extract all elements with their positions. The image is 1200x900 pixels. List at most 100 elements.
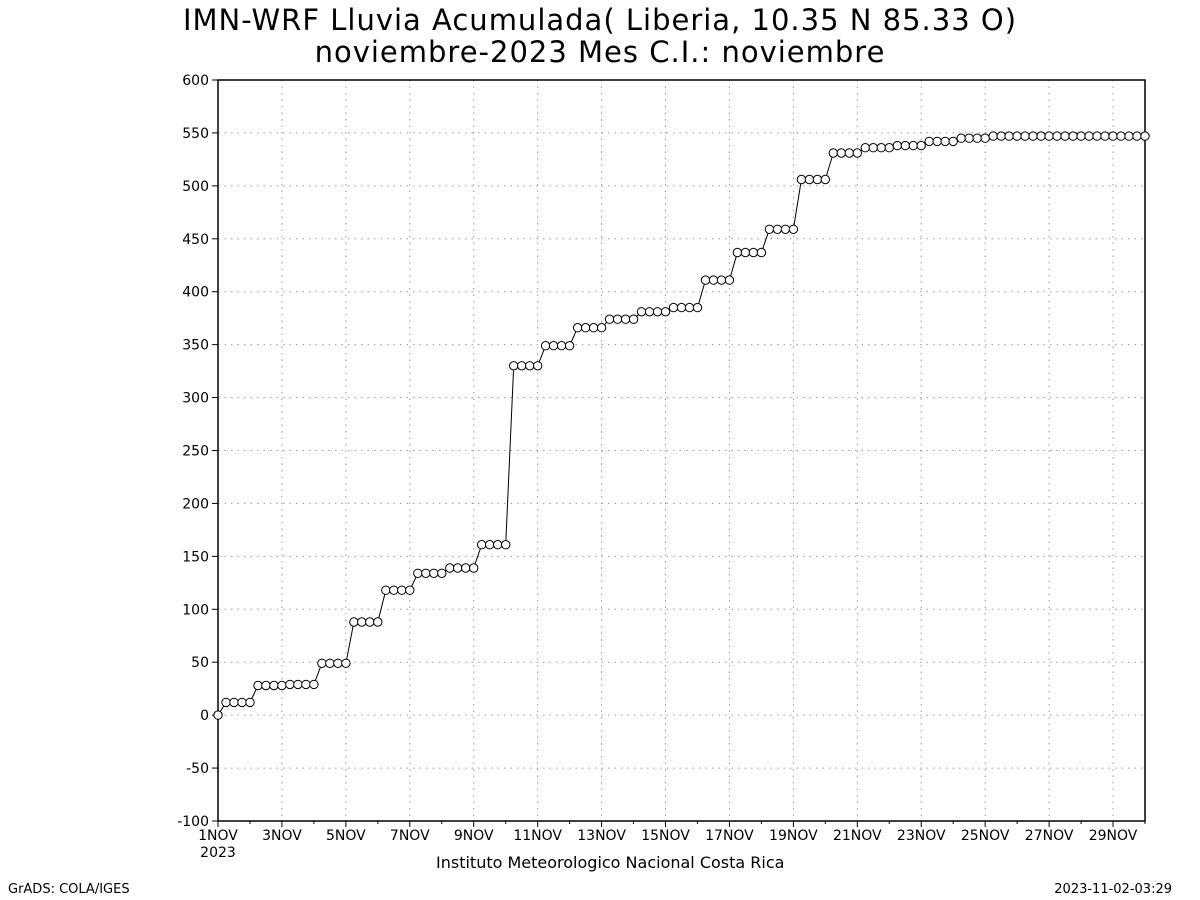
data-point xyxy=(357,617,367,627)
data-point xyxy=(684,302,695,313)
data-point xyxy=(852,148,862,158)
data-point xyxy=(333,658,343,668)
y-tick-label: 150 xyxy=(182,549,209,565)
data-point xyxy=(796,174,807,185)
x-tick-label: 7NOV xyxy=(390,828,430,844)
data-point xyxy=(1132,131,1142,141)
x-tick-label: 19NOV xyxy=(769,828,818,844)
y-tick-label: -50 xyxy=(186,761,209,777)
data-point xyxy=(652,307,663,317)
data-point xyxy=(293,679,303,690)
plot-frame xyxy=(217,79,1146,822)
data-point xyxy=(988,131,998,141)
data-point xyxy=(1100,131,1110,141)
axis-layer: -100 -50 0 50 100 150 200 250 300 350 400 450 500 550… xyxy=(177,73,1146,861)
data-point xyxy=(644,307,655,317)
data-point xyxy=(612,314,623,324)
data-point xyxy=(1124,131,1134,141)
data-point xyxy=(660,307,671,317)
data-point xyxy=(628,314,639,324)
data-point xyxy=(564,341,575,351)
x-tick-label: 29NOV xyxy=(1089,828,1138,844)
data-point xyxy=(932,136,942,147)
data-point xyxy=(381,585,391,595)
data-point xyxy=(996,131,1006,141)
data-point xyxy=(820,174,830,185)
data-point xyxy=(1140,131,1150,141)
data-point xyxy=(1020,131,1030,141)
data-point xyxy=(373,617,383,627)
data-point xyxy=(588,323,599,333)
data-point xyxy=(956,133,966,143)
data-point xyxy=(469,563,479,573)
data-point xyxy=(700,275,711,285)
x-tick-label: 13NOV xyxy=(577,828,626,844)
y-tick-label: 600 xyxy=(182,73,209,89)
data-point xyxy=(1076,131,1086,141)
data-point xyxy=(213,710,223,720)
chart-subtitle: noviembre-2023 Mes C.I.: noviembre xyxy=(314,35,886,69)
chart-title: IMN-WRF Lluvia Acumulada( Liberia, 10.35… xyxy=(182,3,1018,37)
data-point xyxy=(756,247,767,258)
data-point xyxy=(1036,131,1046,141)
data-point xyxy=(636,307,647,317)
data-point xyxy=(804,174,815,185)
y-tick-label: -100 xyxy=(177,814,209,830)
y-tick-label: 200 xyxy=(182,496,209,512)
x-tick-label: 23NOV xyxy=(897,828,946,844)
y-tick-label: 100 xyxy=(182,602,209,618)
data-point xyxy=(788,224,799,235)
data-point xyxy=(501,540,511,550)
data-point xyxy=(1052,131,1062,141)
data-point xyxy=(940,136,950,147)
data-point xyxy=(349,617,359,627)
data-point xyxy=(540,341,551,351)
x-tick-label: 5NOV xyxy=(326,828,366,844)
data-point xyxy=(916,140,926,151)
data-point xyxy=(389,585,399,595)
data-point xyxy=(572,323,583,333)
data-point xyxy=(509,361,519,371)
x-tick-label: 15NOV xyxy=(641,828,690,844)
data-point xyxy=(892,140,902,151)
data-point xyxy=(269,680,279,691)
data-point xyxy=(1108,131,1118,141)
y-tick-label: 50 xyxy=(191,655,209,671)
data-point xyxy=(900,140,910,151)
x-tick-label: 25NOV xyxy=(961,828,1010,844)
data-point xyxy=(413,568,423,578)
data-point xyxy=(580,323,591,333)
data-point xyxy=(972,133,982,143)
data-point xyxy=(980,133,990,143)
x-tick-label: 9NOV xyxy=(454,828,494,844)
data-point xyxy=(229,697,239,708)
y-tick-label: 500 xyxy=(182,179,209,195)
data-point xyxy=(525,361,535,371)
y-tick-label: 400 xyxy=(182,285,209,301)
series-layer xyxy=(213,131,1150,720)
x-tick-label: 11NOV xyxy=(513,828,562,844)
data-point xyxy=(596,323,607,333)
data-point xyxy=(548,341,559,351)
data-point xyxy=(1028,131,1038,141)
data-point xyxy=(461,563,471,573)
data-point xyxy=(261,680,271,691)
data-point xyxy=(868,143,878,153)
data-point xyxy=(620,314,631,324)
data-point xyxy=(780,224,791,235)
institute-label: Instituto Meteorologico Nacional Costa R… xyxy=(436,853,785,872)
data-point xyxy=(668,302,679,313)
x-tick-label: 27NOV xyxy=(1025,828,1074,844)
data-point xyxy=(812,174,823,185)
data-point xyxy=(844,148,854,158)
data-point xyxy=(437,568,447,578)
timestamp-label: 2023-11-02-03:29 xyxy=(1054,882,1172,897)
data-point xyxy=(876,143,886,153)
data-point xyxy=(860,143,870,153)
credit-label: GrADS: COLA/IGES xyxy=(8,882,130,897)
data-point xyxy=(325,658,335,668)
y-tick-label: 0 xyxy=(200,708,209,724)
data-point xyxy=(556,341,567,351)
x-tick-label: 21NOV xyxy=(833,828,882,844)
